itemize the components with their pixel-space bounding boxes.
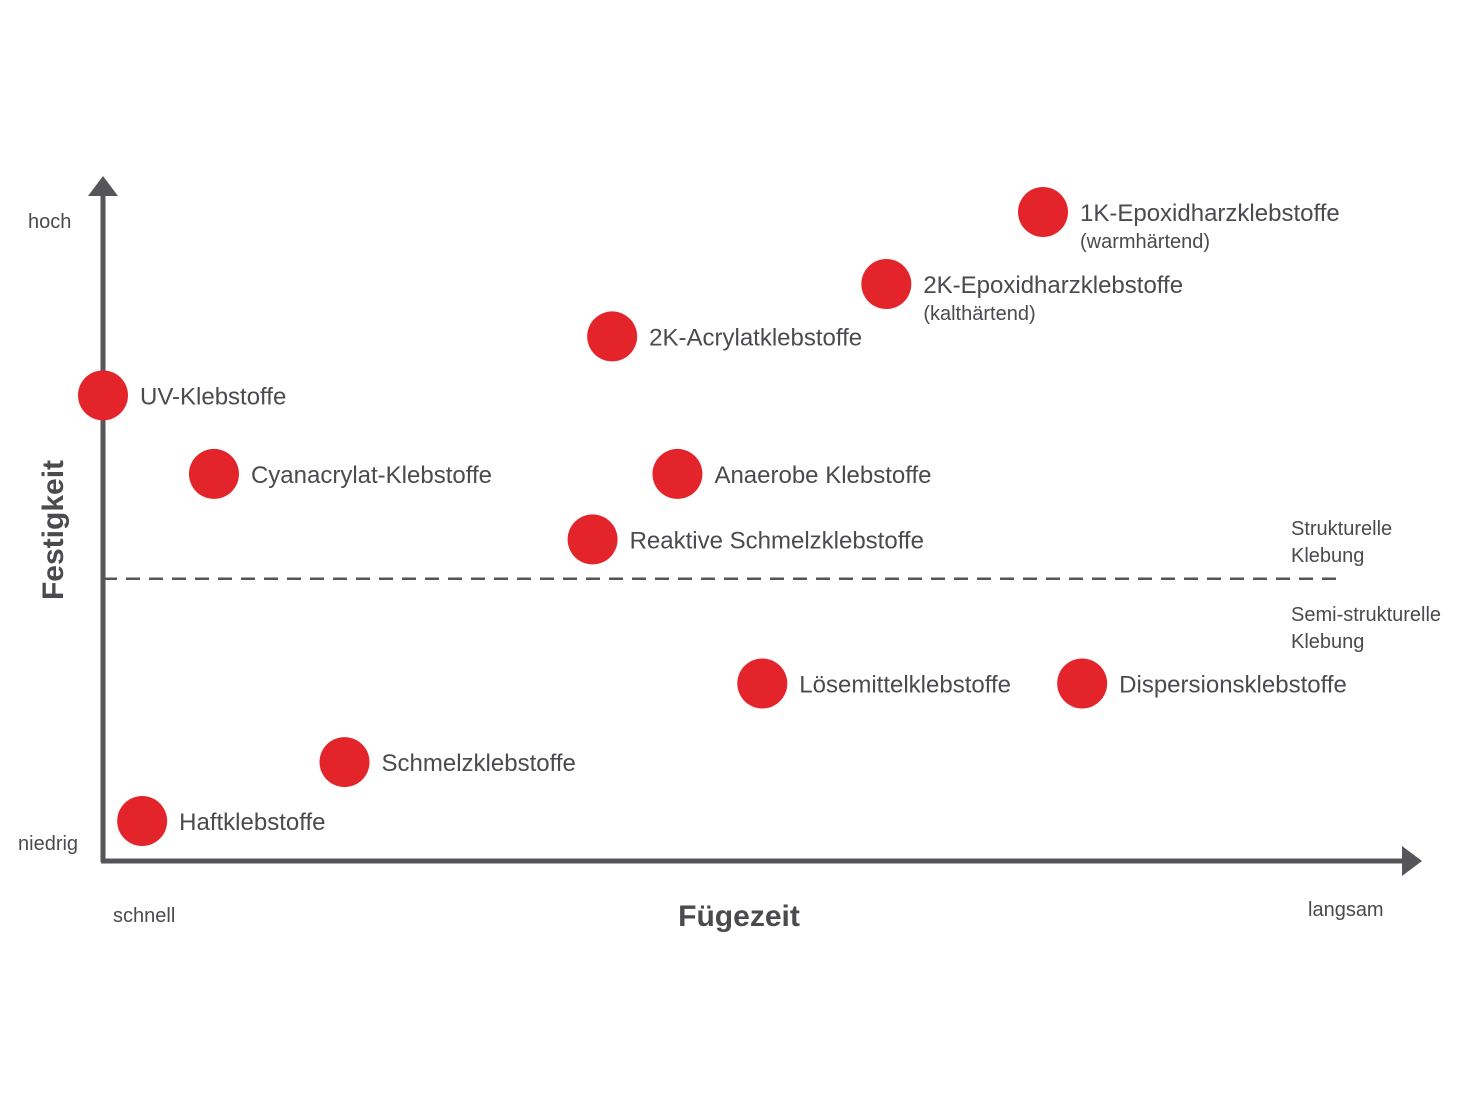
point-label: 2K-Acrylatklebstoffe — [649, 324, 862, 351]
x-min-label: schnell — [113, 905, 175, 927]
point-sublabel: (kalthärtend) — [923, 303, 1035, 325]
point-label: Lösemittelklebstoffe — [799, 671, 1011, 698]
point-marker — [117, 796, 168, 846]
region-below-line1: Semi-strukturelle — [1291, 604, 1441, 626]
y-max-label: hoch — [28, 211, 71, 233]
point-marker — [1057, 658, 1108, 709]
point-label: 2K-Epoxidharzklebstoffe — [923, 272, 1183, 299]
y-axis-title: Festigkeit — [37, 460, 70, 600]
point-marker — [587, 311, 638, 362]
point-label: Haftklebstoffe — [179, 809, 325, 836]
point-marker — [319, 737, 370, 788]
point-marker — [567, 514, 618, 565]
point-label: Reaktive Schmelzklebstoffe — [630, 527, 924, 554]
point-marker — [737, 658, 788, 709]
point-sublabel: (warmhärtend) — [1080, 231, 1210, 253]
point-label: Anaerobe Klebstoffe — [714, 462, 931, 489]
point-label: Dispersionsklebstoffe — [1119, 671, 1347, 698]
point-label: Cyanacrylat-Klebstoffe — [251, 462, 492, 489]
region-below-line2: Klebung — [1291, 631, 1364, 653]
point-label: Schmelzklebstoffe — [382, 750, 576, 777]
point-marker — [1018, 187, 1068, 237]
point-marker — [188, 448, 239, 499]
y-min-label: niedrig — [18, 833, 78, 855]
data-points: 1K-Epoxidharzklebstoffe (warmhärtend) 2K-E… — [78, 187, 1347, 846]
point-marker — [78, 370, 128, 421]
point-marker — [652, 448, 703, 499]
x-axis-title: Fügezeit — [678, 900, 800, 933]
point-marker — [861, 259, 912, 310]
point-label: 1K-Epoxidharzklebstoffe — [1080, 200, 1340, 227]
region-above-line1: Strukturelle — [1291, 518, 1392, 540]
x-axis-arrow — [1402, 846, 1422, 876]
x-max-label: langsam — [1308, 899, 1384, 921]
y-axis-arrow — [88, 176, 118, 196]
point-label: UV-Klebstoffe — [140, 383, 286, 410]
region-above-line2: Klebung — [1291, 545, 1364, 567]
